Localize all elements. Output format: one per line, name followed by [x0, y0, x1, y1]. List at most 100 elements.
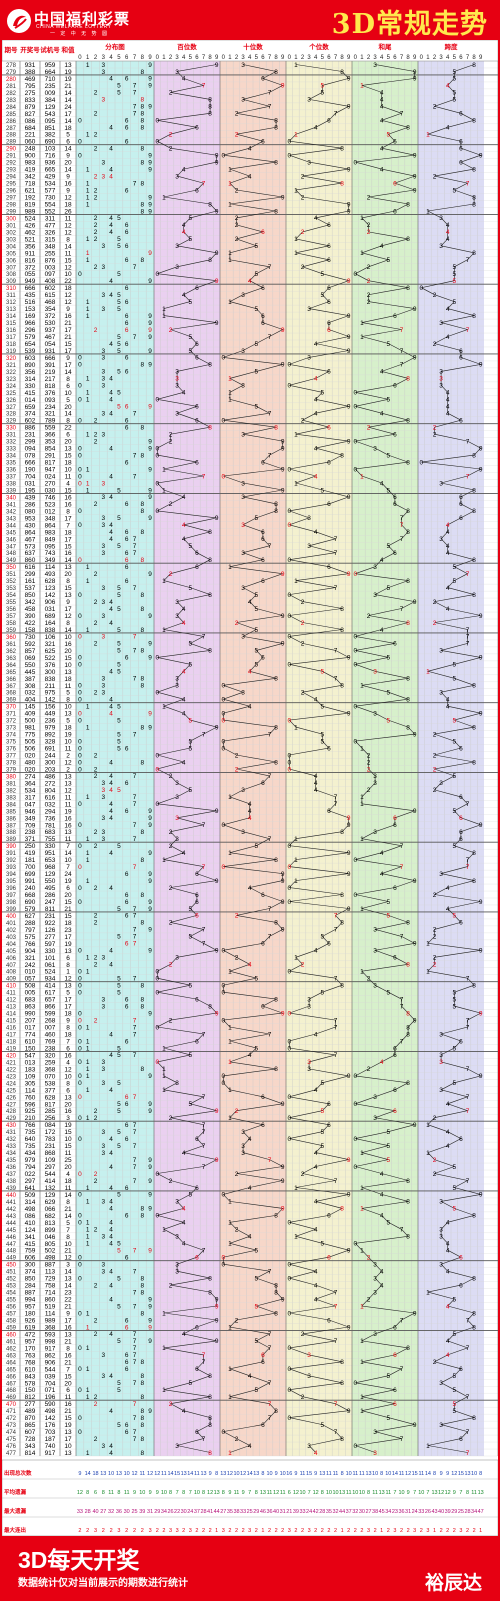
fenbu-digit: 8: [140, 159, 144, 166]
fenbu-digit: 9: [148, 1178, 152, 1185]
test-number: 892: [45, 732, 56, 739]
period-label: 404: [6, 942, 17, 948]
baiwei-hit-digit: 4: [182, 850, 186, 857]
stats-value: 11: [385, 1490, 391, 1496]
hewei-hit-digit: 2: [367, 222, 371, 229]
stats-value: 2: [321, 1528, 324, 1534]
sum-value: 15: [64, 1143, 72, 1150]
stats-value: 31: [405, 1509, 411, 1515]
fenbu-digit: 7: [133, 83, 137, 90]
fenbu-digit: 1: [86, 1227, 90, 1234]
test-number: 544: [45, 1366, 56, 1373]
gewei-hit-digit: 7: [334, 927, 338, 934]
gewei-hit-digit: 9: [347, 104, 351, 111]
kuadu-hit-digit: 5: [452, 662, 456, 669]
sum-value: 21: [64, 1408, 72, 1415]
draw-number: 158: [25, 627, 36, 634]
sum-value: 1: [66, 969, 70, 976]
kuadu-hit-digit: 3: [439, 480, 443, 487]
period-label: 294: [6, 175, 17, 181]
gewei-hit-digit: 5: [320, 731, 324, 738]
hewei-hit-digit: 9: [413, 187, 417, 194]
stats-value: 25: [131, 1509, 137, 1515]
fenbu-digit: 8: [140, 982, 144, 989]
draw-number: 579: [25, 334, 36, 341]
fenbu-digit: 4: [109, 815, 113, 822]
draw-number: 524: [25, 215, 36, 222]
kuadu-hit-digit: 3: [439, 1380, 443, 1387]
sum-value: 9: [66, 599, 70, 606]
kuadu-hit-digit: 3: [439, 376, 443, 383]
kuadu-digit-header: 0: [420, 55, 424, 61]
shiwei-hit-digit: 2: [235, 111, 239, 118]
stats-value: 47: [478, 1509, 484, 1515]
fenbu-digit: 7: [133, 1352, 137, 1359]
test-number: 330: [45, 948, 56, 955]
header-baiwei: 百位数: [177, 42, 197, 51]
hewei-hit-digit: 6: [393, 955, 397, 962]
gewei-hit-digit: 5: [320, 989, 324, 996]
fenbu-digit: 5: [117, 390, 121, 397]
test-number: 277: [45, 934, 56, 941]
kuadu-hit-digit: 3: [439, 369, 443, 376]
kuadu-hit-digit: 4: [446, 1303, 450, 1310]
fenbu-digit: 5: [117, 334, 121, 341]
gewei-hit-digit: 7: [334, 676, 338, 683]
draw-number: 926: [25, 1317, 36, 1324]
draw-number: 911: [25, 250, 36, 257]
fenbu-digit: 1: [86, 390, 90, 397]
period-label: 341: [6, 502, 17, 508]
gewei-hit-digit: 0: [287, 508, 291, 515]
fenbu-digit: 2: [94, 913, 98, 920]
fenbu-digit: 6: [125, 655, 129, 662]
shiwei-hit-digit: 7: [268, 411, 272, 418]
stats-value: 2: [301, 1528, 304, 1534]
fenbu-digit: 7: [133, 1143, 137, 1150]
draw-number: 419: [25, 167, 36, 174]
sum-value: 8: [66, 1345, 70, 1352]
gewei-hit-digit: 0: [287, 152, 291, 159]
test-number: 095: [45, 118, 56, 125]
period-label: 474: [6, 1430, 17, 1436]
gewei-hit-digit: 6: [327, 257, 331, 264]
sum-value: 15: [64, 341, 72, 348]
fenbu-digit: 9: [148, 1317, 152, 1324]
footer-note: 数据统计仅对当前展示的期数进行统计: [18, 1578, 188, 1589]
draw-number: 610: [25, 1038, 36, 1045]
test-number: 817: [45, 1101, 56, 1108]
fenbu-digit: 7: [133, 334, 137, 341]
fenbu-digit: 1: [86, 794, 90, 801]
stats-value: 30: [181, 1509, 187, 1515]
sum-value: 5: [66, 990, 70, 997]
shiwei-hit-digit: 9: [281, 927, 285, 934]
fenbu-digit: 1: [86, 1059, 90, 1066]
draw-number: 766: [25, 1122, 36, 1129]
hewei-hit-digit: 0: [353, 390, 357, 397]
shiwei-hit-digit: 7: [268, 1345, 272, 1352]
fenbu-digit: 9: [148, 808, 152, 815]
stats-value: 40: [273, 1509, 279, 1515]
hewei-hit-digit: 8: [406, 920, 410, 927]
period-label: 402: [6, 928, 17, 934]
fenbu-digit: 9: [148, 166, 152, 173]
fenbu-digit: 3: [101, 1373, 105, 1380]
fenbu-digit: 8: [140, 104, 144, 111]
draw-number: 419: [25, 850, 36, 857]
period-label: 441: [6, 1200, 17, 1206]
fenbu-digit: 2: [94, 229, 98, 236]
hewei-hit-digit: 1: [360, 83, 364, 90]
stats-value: 11: [471, 1490, 477, 1496]
fenbu-digit: 3: [101, 690, 105, 697]
fenbu-digit: 9: [148, 906, 152, 913]
fenbu-digit: 0: [78, 522, 82, 529]
stats-value: 11: [352, 1471, 358, 1477]
gewei-hit-digit: 1: [294, 836, 298, 843]
gewei-hit-digit: 3: [307, 1059, 311, 1066]
draw-number: 850: [25, 592, 36, 599]
draw-number: 641: [25, 1185, 36, 1192]
fenbu-digit: 1: [86, 236, 90, 243]
hewei-hit-digit: 3: [373, 1429, 377, 1436]
gewei-hit-digit: 1: [294, 187, 298, 194]
fenbu-digit: 4: [109, 1164, 113, 1171]
fenbu-digit: 1: [86, 397, 90, 404]
